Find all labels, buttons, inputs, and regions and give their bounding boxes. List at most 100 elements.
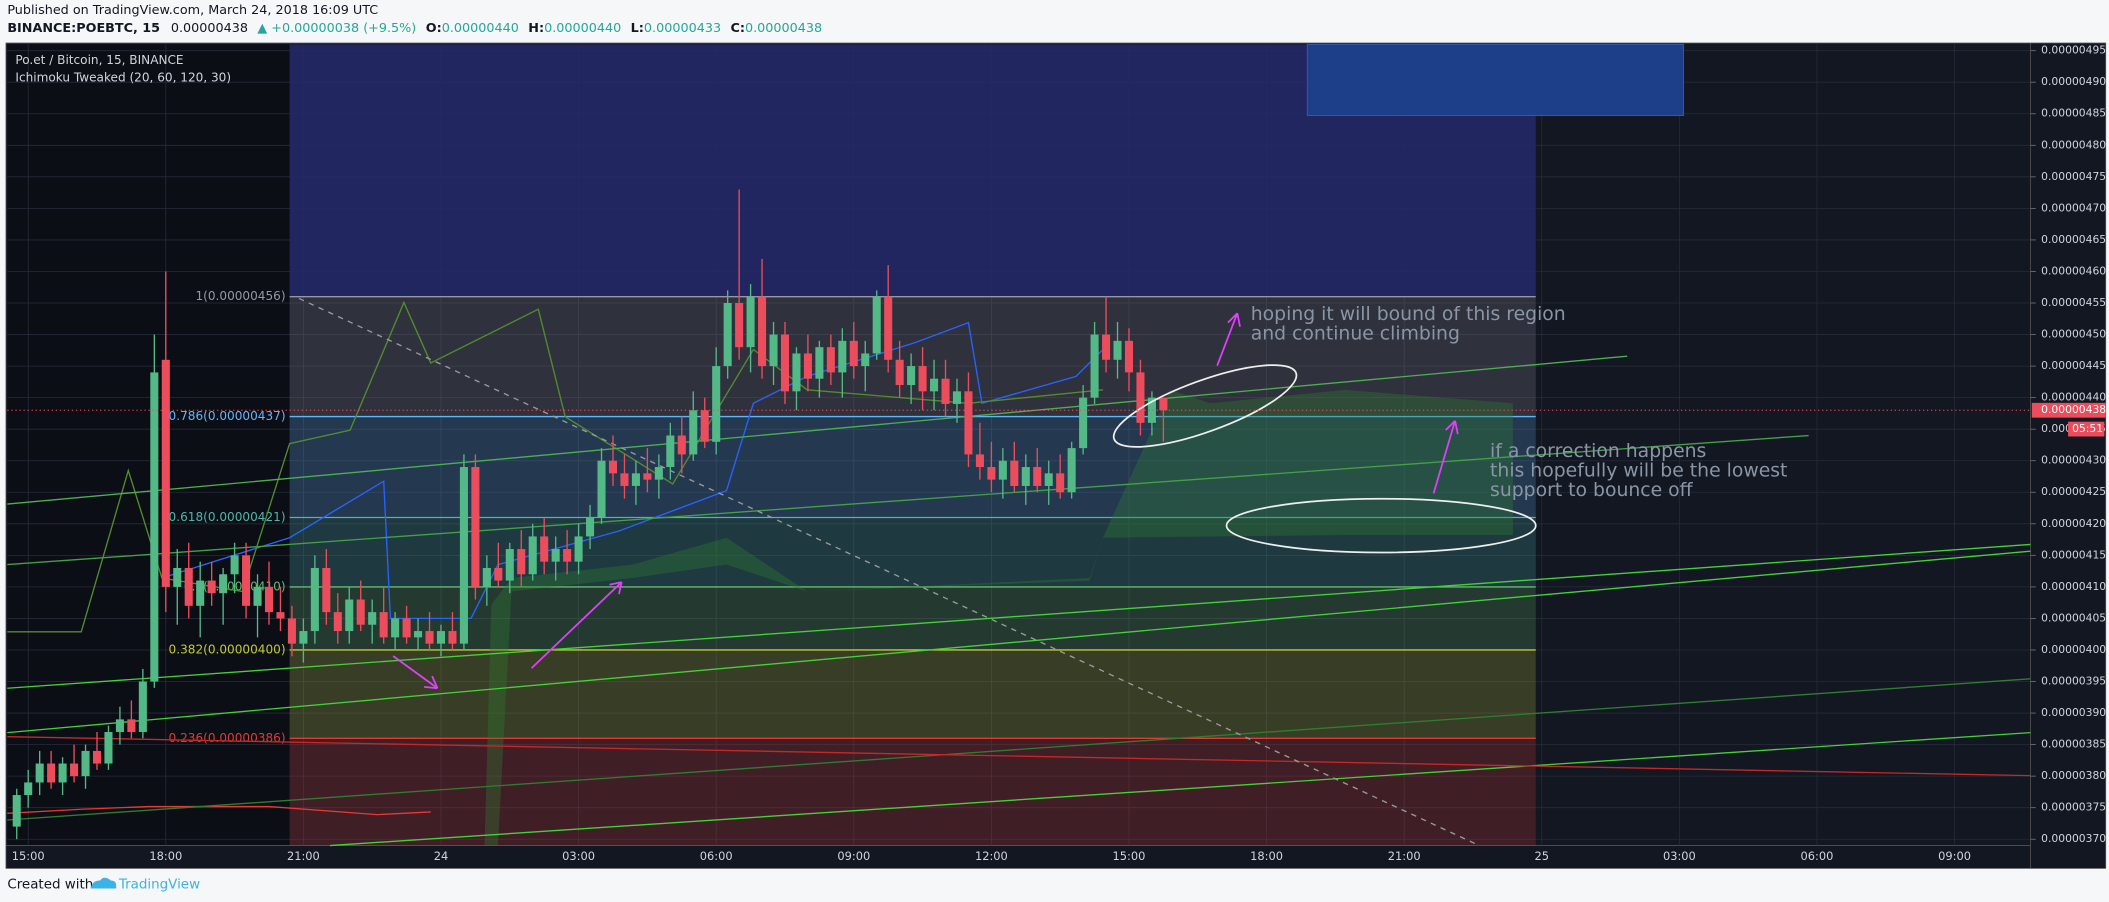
- trend-line: [7, 434, 1809, 566]
- candle-body: [150, 372, 159, 682]
- x-tick-label: 03:00: [1663, 849, 1696, 863]
- candle-body: [1033, 467, 1042, 486]
- candle-body: [299, 631, 308, 644]
- x-tick-label: 21:00: [287, 849, 320, 863]
- candle-body: [104, 731, 113, 764]
- candle-body: [803, 353, 812, 379]
- candle-body: [345, 599, 354, 632]
- candle-body: [47, 763, 56, 783]
- annotation-line: this hopefully will be the lowest: [1490, 461, 1787, 482]
- candle-body: [861, 353, 870, 367]
- candle-body: [1079, 397, 1088, 449]
- countdown-box: [2068, 421, 2105, 437]
- candle-body: [540, 536, 549, 562]
- candle-body: [1136, 372, 1145, 423]
- candle-body: [35, 763, 44, 783]
- x-tick-label: 06:00: [700, 849, 733, 863]
- ohlc-value: 0.00000438: [745, 21, 822, 36]
- candles: [12, 189, 1168, 840]
- trend-line: [7, 735, 2031, 777]
- y-tick-label: 0.00000465: [2041, 233, 2106, 246]
- candle-body: [895, 359, 904, 386]
- y-tick-label: 0.00000400: [2041, 643, 2106, 656]
- fib-label: 0.382(0.00000400): [169, 642, 286, 656]
- candle-body: [242, 555, 251, 606]
- candle-body: [1159, 397, 1168, 411]
- candle-body: [425, 631, 434, 644]
- x-tick-label: 25: [1535, 849, 1550, 863]
- candle-body: [184, 567, 193, 606]
- y-tick-label: 0.00000405: [2041, 611, 2106, 624]
- candle-body: [356, 599, 365, 625]
- candle-body: [1067, 448, 1076, 493]
- candle-body: [24, 782, 33, 796]
- drawings: [392, 312, 1537, 690]
- y-tick-label: 0.00000445: [2041, 359, 2106, 372]
- candle-body: [494, 567, 503, 581]
- candle-body: [219, 574, 228, 594]
- candle-body: [677, 435, 686, 455]
- countdown: 05:51: [2072, 422, 2103, 435]
- y-tick-label: 0.00000450: [2041, 328, 2106, 341]
- ohlc-value: 0.00000440: [544, 21, 621, 36]
- ichimoku-cloud: [484, 389, 1513, 846]
- candle-body: [1113, 340, 1122, 360]
- candle-body: [643, 473, 652, 480]
- candle-body: [952, 391, 962, 404]
- trend-line: [7, 543, 2031, 689]
- ellipse: [1225, 497, 1537, 554]
- candle-body: [448, 631, 457, 644]
- x-tick-label: 24: [434, 849, 449, 863]
- candle-body: [838, 340, 847, 373]
- candle-body: [379, 612, 388, 638]
- x-tick-label: 18:00: [149, 849, 182, 863]
- candle-body: [414, 631, 423, 638]
- candle-body: [58, 763, 67, 783]
- y-tick-label: 0.00000430: [2041, 454, 2106, 467]
- candle-body: [700, 410, 709, 442]
- fib-retracement: 1(0.00000456) 0.786(0.00000437) 0.618(0.00…: [169, 289, 1536, 846]
- candle-body: [1102, 334, 1111, 360]
- trend-lines: [7, 297, 2031, 847]
- y-tick-label: 0.00000370: [2041, 832, 2106, 845]
- fib-label: 0.236(0.00000386): [169, 731, 286, 745]
- candle-body: [1090, 334, 1099, 398]
- arrow: [1432, 420, 1459, 494]
- candle-body: [918, 366, 927, 392]
- x-tick-label: 06:00: [1801, 849, 1834, 863]
- candle-body: [1056, 473, 1065, 493]
- footer-text: Created with: [7, 878, 93, 893]
- footer-brand[interactable]: TradingView: [118, 878, 200, 893]
- candle-body: [586, 517, 595, 537]
- x-tick-label: 09:00: [837, 849, 870, 863]
- candle-body: [333, 612, 342, 632]
- candle-body: [872, 296, 881, 354]
- indicator-name: Ichimoku Tweaked (20, 60, 120, 30): [15, 70, 231, 84]
- candle-body: [746, 296, 755, 348]
- candle-body: [517, 549, 526, 575]
- candle-body: [849, 340, 858, 367]
- annotation-line: hoping it will bound of this region: [1251, 304, 1566, 325]
- y-tick-label: 0.00000440: [2041, 391, 2106, 404]
- candle-body: [1044, 473, 1053, 486]
- candle-body: [608, 460, 618, 474]
- candle-body: [758, 296, 767, 367]
- candle-body: [70, 763, 79, 777]
- last-price-box: [2031, 402, 2106, 418]
- candle-body: [253, 586, 262, 606]
- candle-body: [631, 473, 640, 486]
- last-price-label: 0.00000438: [2041, 403, 2106, 416]
- candle-body: [138, 681, 147, 732]
- annotation-line: if a correction happens: [1490, 441, 1706, 462]
- candle-body: [115, 719, 124, 732]
- candle-body: [792, 353, 801, 392]
- fib-zone: [289, 296, 1536, 417]
- x-tick-label: 15:00: [12, 849, 45, 863]
- candle-body: [723, 303, 732, 367]
- trend-line: [7, 678, 2031, 821]
- candle-body: [780, 334, 790, 392]
- candle-body: [81, 750, 90, 777]
- trend-line: [329, 731, 2031, 847]
